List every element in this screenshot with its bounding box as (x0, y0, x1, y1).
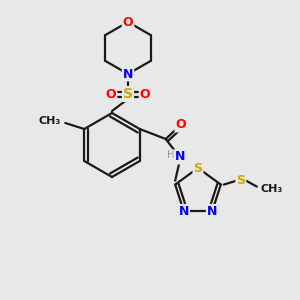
Text: CH₃: CH₃ (38, 116, 60, 126)
Text: CH₃: CH₃ (261, 184, 283, 194)
Text: S: S (236, 174, 245, 187)
Text: H: H (167, 150, 175, 160)
Text: N: N (175, 151, 185, 164)
Text: N: N (207, 205, 217, 218)
Text: S: S (194, 161, 202, 175)
Text: O: O (106, 88, 116, 100)
Text: O: O (176, 118, 186, 131)
Text: O: O (140, 88, 150, 100)
Text: N: N (179, 205, 189, 218)
Text: O: O (123, 16, 133, 28)
Text: N: N (123, 68, 133, 80)
Text: S: S (123, 87, 133, 101)
